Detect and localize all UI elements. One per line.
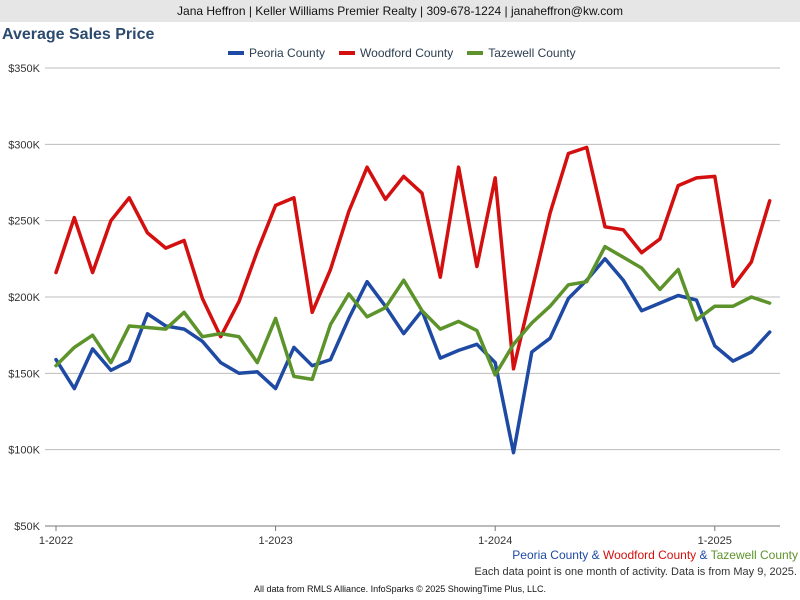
chart-title: Average Sales Price <box>2 26 155 43</box>
y-tick-label: $150K <box>8 368 40 380</box>
legend-item-woodford[interactable]: Woodford County <box>339 46 453 60</box>
series-line-tazewell-county <box>54 244 772 382</box>
axes: $50K $100K $150K $200K $250K $300K $350K 1-2022… <box>8 63 732 547</box>
y-tick-label: $350K <box>8 63 40 75</box>
y-tick-label: $300K <box>8 139 40 151</box>
legend-swatch-woodford <box>339 51 356 55</box>
y-tick-label: $100K <box>8 445 40 457</box>
source-footer: All data from RMLS Alliance. InfoSparks … <box>254 584 546 594</box>
caption-tazewell: Tazewell County <box>710 548 798 562</box>
agent-banner: Jana Heffron | Keller Williams Premier R… <box>0 0 800 22</box>
legend-item-tazewell[interactable]: Tazewell County <box>467 46 576 60</box>
legend-item-peoria[interactable]: Peoria County <box>228 46 325 60</box>
x-tick-label: 1-2025 <box>698 535 732 547</box>
legend-label-woodford: Woodford County <box>360 46 454 60</box>
data-note: Each data point is one month of activity… <box>474 566 797 578</box>
series-line-woodford-county <box>54 145 772 371</box>
legend-swatch-tazewell <box>467 51 484 55</box>
chart-legend: Peoria County Woodford County Tazewell C… <box>228 46 576 60</box>
x-tick-label: 1-2022 <box>39 535 73 547</box>
y-tick-label: $200K <box>8 292 40 304</box>
caption-sep-1: & <box>588 548 603 562</box>
grid-lines <box>45 67 780 527</box>
caption-peoria: Peoria County <box>512 548 589 562</box>
legend-label-peoria: Peoria County <box>249 46 326 60</box>
x-tick-label: 1-2024 <box>478 535 512 547</box>
caption-woodford: Woodford County <box>602 548 697 562</box>
series-caption: Peoria County & Woodford County & Tazewe… <box>512 548 798 562</box>
y-tick-label: $250K <box>8 216 40 228</box>
series-lines <box>54 145 772 455</box>
legend-label-tazewell: Tazewell County <box>488 46 576 60</box>
series-line-peoria-county <box>54 257 772 455</box>
y-tick-label: $50K <box>14 521 40 533</box>
x-tick-label: 1-2023 <box>258 535 292 547</box>
legend-swatch-peoria <box>228 51 244 55</box>
caption-sep-2: & <box>696 548 711 562</box>
